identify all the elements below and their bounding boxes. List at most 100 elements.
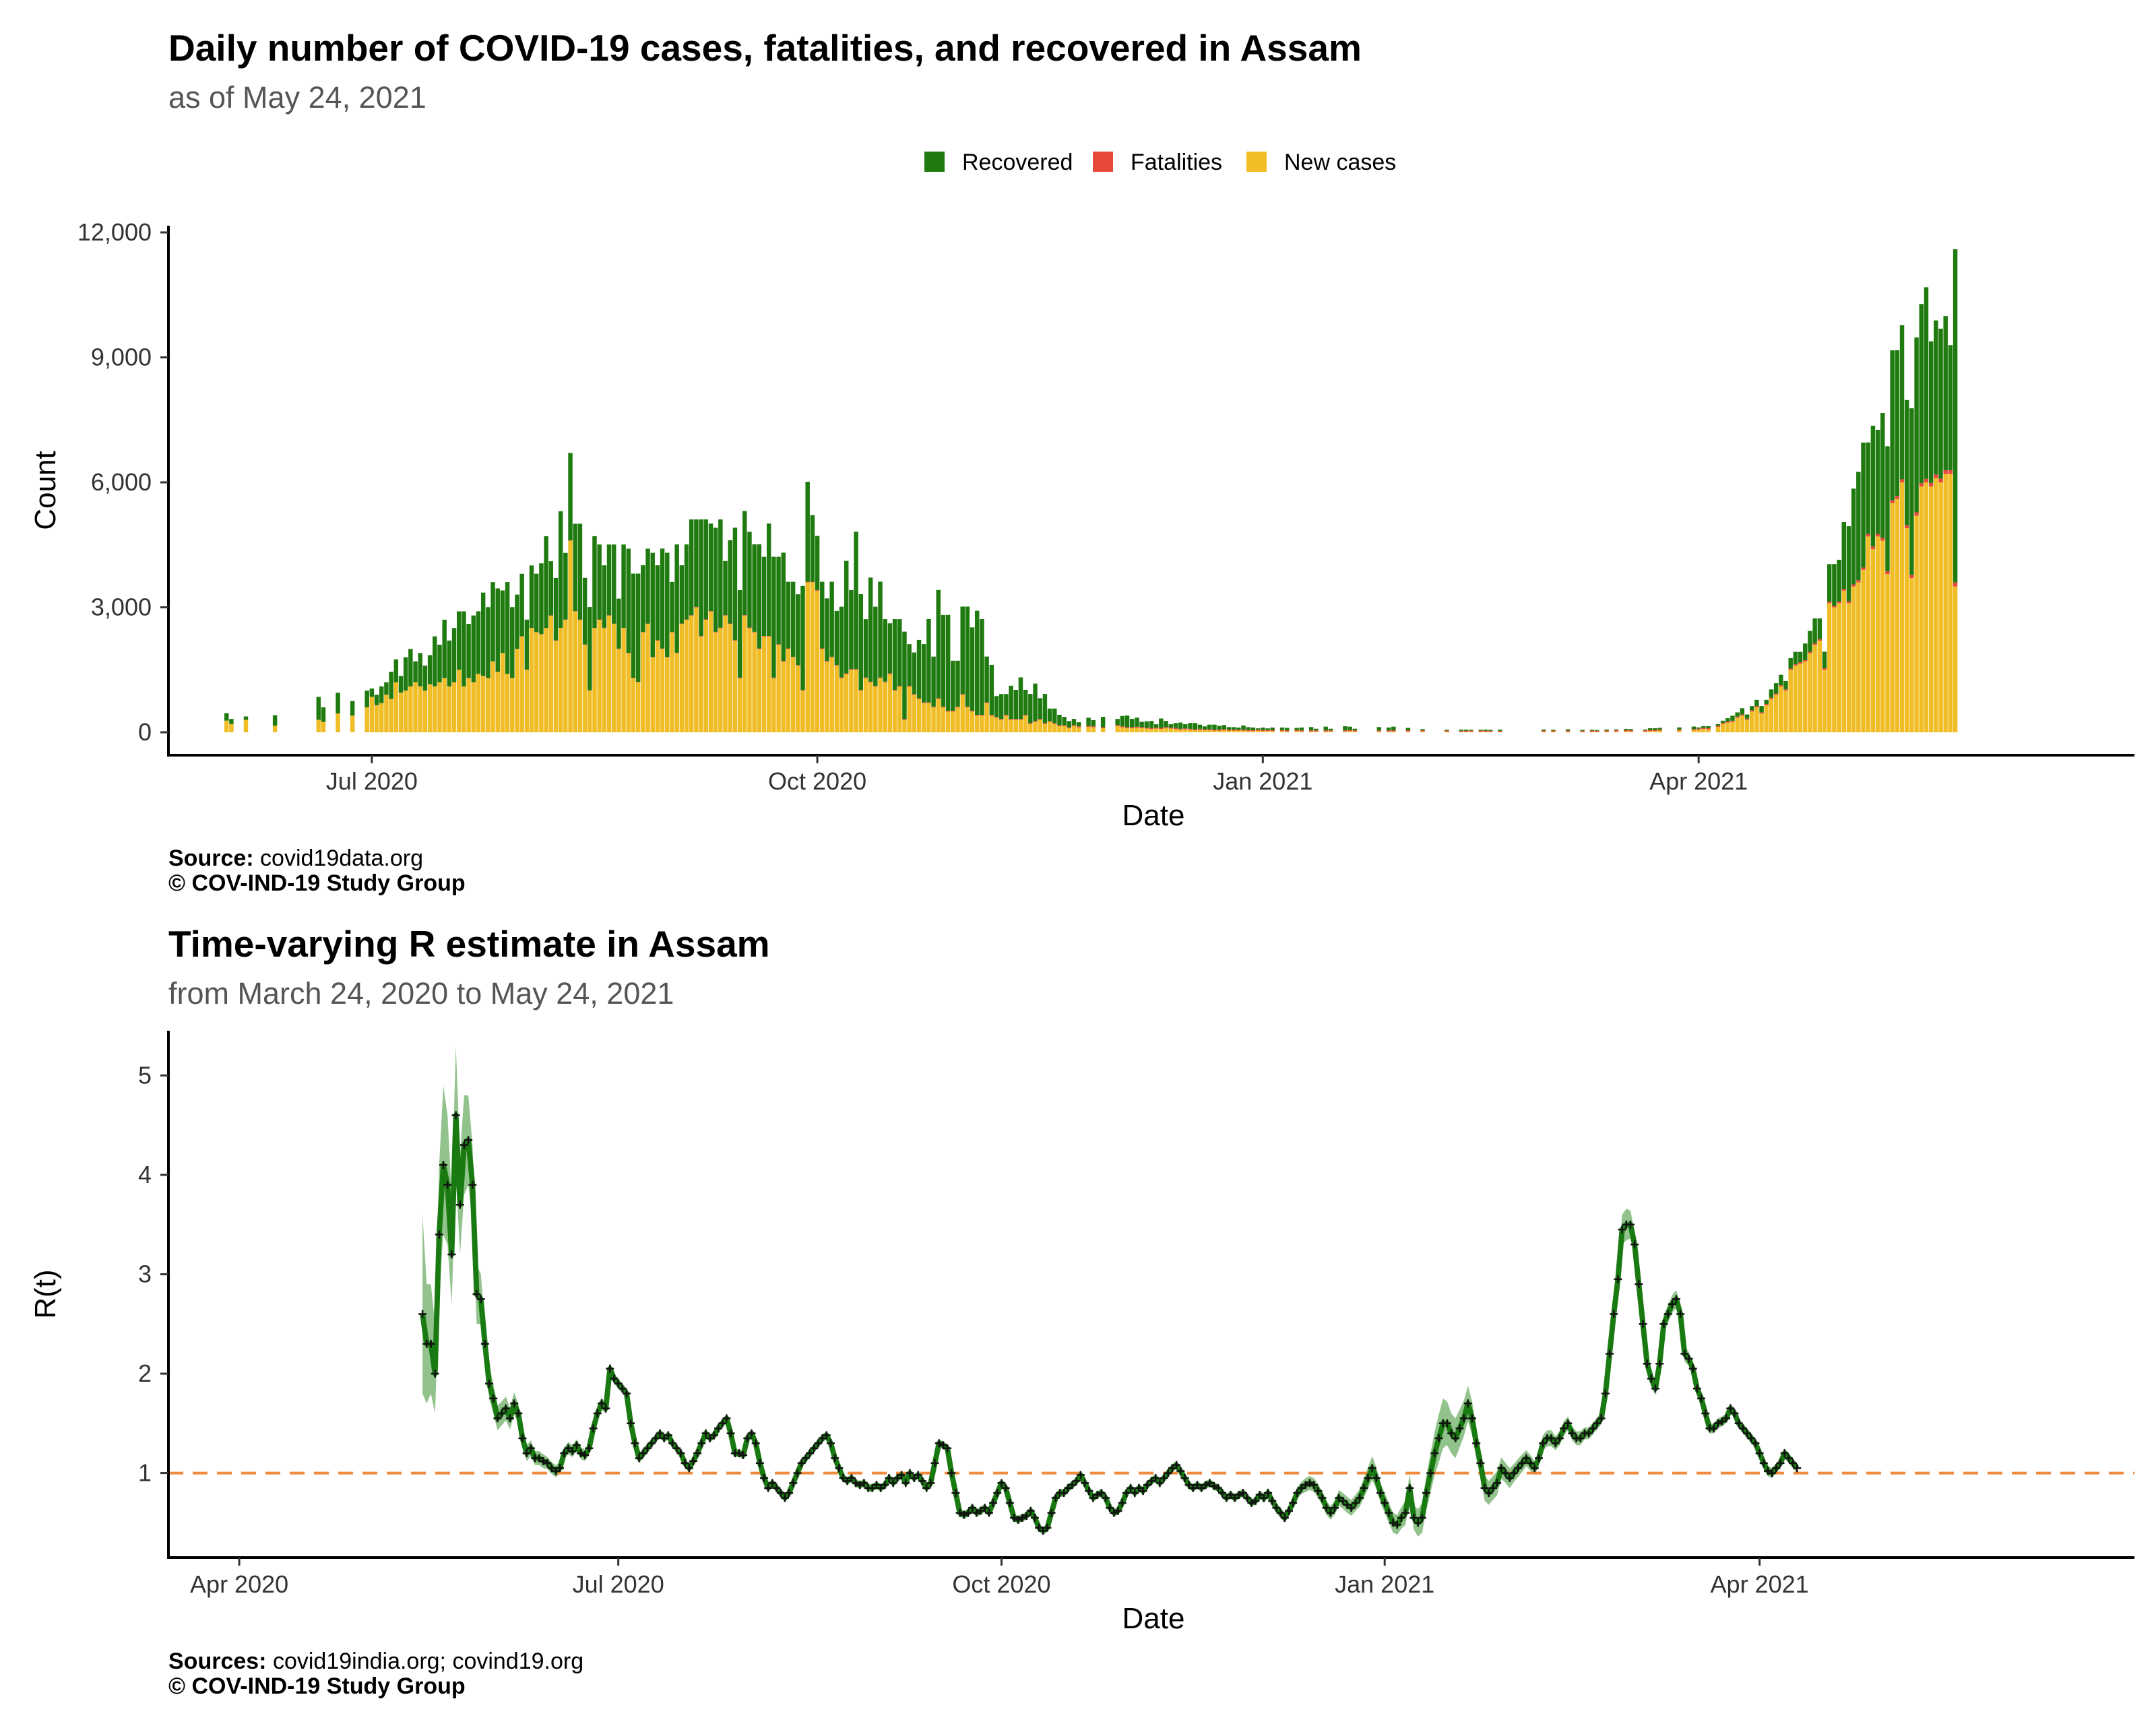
bar-recovered bbox=[1406, 728, 1410, 730]
bar-recovered bbox=[1154, 724, 1158, 728]
bar-new-cases bbox=[694, 608, 698, 733]
bar-new-cases bbox=[1062, 726, 1066, 732]
bar-fatalities bbox=[1716, 726, 1720, 727]
bar-fatalities bbox=[1788, 668, 1792, 670]
bar-recovered bbox=[399, 676, 403, 693]
bar-new-cases bbox=[1842, 591, 1846, 732]
bar-new-cases bbox=[1280, 731, 1284, 732]
bar-recovered bbox=[559, 511, 563, 628]
bar-fatalities bbox=[1614, 730, 1618, 732]
bar-recovered bbox=[1759, 706, 1763, 712]
bar-fatalities bbox=[1697, 729, 1701, 730]
bar-new-cases bbox=[583, 645, 587, 732]
bar-recovered bbox=[1353, 729, 1357, 730]
bar-new-cases bbox=[317, 719, 321, 732]
bar-fatalities bbox=[893, 690, 897, 691]
bar-recovered bbox=[1876, 430, 1880, 534]
bar-new-cases bbox=[1697, 730, 1701, 732]
bar-new-cases bbox=[931, 707, 935, 732]
bar-recovered bbox=[1604, 730, 1608, 731]
bar-recovered bbox=[1595, 730, 1599, 731]
bar-fatalities bbox=[1353, 730, 1357, 732]
bar-new-cases bbox=[224, 721, 228, 732]
bar-recovered bbox=[1871, 426, 1875, 546]
bar-recovered bbox=[820, 582, 824, 649]
bottom-x-ticks: Apr 2020 Jul 2020 Oct 2020 Jan 2021 Apr … bbox=[190, 1558, 1809, 1598]
bar-fatalities bbox=[1595, 731, 1599, 732]
bar-new-cases bbox=[544, 628, 548, 732]
bar-recovered bbox=[1464, 730, 1468, 731]
bar-fatalities bbox=[1478, 730, 1482, 732]
bar-fatalities bbox=[1139, 727, 1143, 728]
bottom-chart-title: Time-varying R estimate in Assam bbox=[168, 923, 770, 965]
bar-new-cases bbox=[1120, 728, 1124, 732]
bar-recovered bbox=[1745, 715, 1749, 719]
bar-recovered bbox=[1043, 694, 1047, 723]
bar-fatalities bbox=[912, 694, 916, 695]
bar-fatalities bbox=[1920, 483, 1924, 486]
legend-label-new-cases: New cases bbox=[1284, 150, 1396, 175]
bar-recovered bbox=[1420, 729, 1424, 730]
bar-recovered bbox=[631, 573, 635, 678]
bar-recovered bbox=[1009, 686, 1013, 719]
bar-new-cases bbox=[1125, 728, 1129, 732]
bar-recovered bbox=[829, 582, 833, 657]
bar-new-cases bbox=[501, 653, 505, 732]
bar-new-cases bbox=[1033, 722, 1037, 732]
bar-recovered bbox=[457, 611, 461, 670]
bar-fatalities bbox=[723, 615, 727, 616]
bar-recovered bbox=[1924, 287, 1928, 478]
bar-new-cases bbox=[757, 649, 761, 732]
bottom-caption-source: Sources: covid19india.org; covind19.org bbox=[168, 1649, 583, 1674]
bar-recovered bbox=[495, 588, 499, 672]
rt-confidence-ribbon bbox=[422, 1046, 1797, 1537]
bar-new-cases bbox=[1706, 730, 1710, 732]
bar-new-cases bbox=[1759, 713, 1763, 732]
bar-recovered bbox=[1324, 727, 1328, 731]
bar-recovered bbox=[1101, 717, 1105, 727]
bar-new-cases bbox=[893, 691, 897, 732]
bar-recovered bbox=[912, 653, 916, 695]
bar-recovered bbox=[907, 644, 911, 686]
bar-new-cases bbox=[1256, 731, 1260, 732]
bar-fatalities bbox=[670, 632, 674, 633]
bar-recovered bbox=[999, 694, 1003, 719]
bar-recovered bbox=[616, 599, 621, 649]
bar-recovered bbox=[767, 523, 771, 636]
bar-recovered bbox=[321, 707, 325, 722]
bar-recovered bbox=[1285, 728, 1289, 731]
bar-new-cases bbox=[999, 719, 1003, 732]
bar-new-cases bbox=[1624, 731, 1628, 732]
bar-new-cases bbox=[674, 653, 678, 732]
bar-new-cases bbox=[578, 620, 582, 732]
bar-new-cases bbox=[636, 682, 640, 732]
bar-new-cases bbox=[273, 726, 277, 732]
bar-fatalities bbox=[1251, 730, 1255, 731]
bar-fatalities bbox=[1624, 730, 1628, 732]
bar-recovered bbox=[1818, 618, 1822, 639]
bar-recovered bbox=[931, 657, 935, 707]
bar-new-cases bbox=[1653, 731, 1657, 732]
bar-recovered bbox=[229, 719, 233, 724]
bar-recovered bbox=[994, 696, 998, 717]
bar-recovered bbox=[1246, 727, 1250, 730]
bar-fatalities bbox=[800, 690, 804, 691]
bar-recovered bbox=[1803, 643, 1807, 660]
bar-new-cases bbox=[1832, 608, 1836, 733]
bar-recovered bbox=[941, 615, 945, 707]
bar-recovered bbox=[1909, 408, 1913, 575]
bar-new-cases bbox=[1677, 731, 1681, 732]
bar-recovered bbox=[370, 689, 374, 697]
bar-fatalities bbox=[1725, 722, 1730, 723]
rt-line bbox=[422, 1115, 1797, 1531]
bar-new-cases bbox=[568, 541, 572, 732]
bar-new-cases bbox=[447, 686, 451, 732]
bar-recovered bbox=[1890, 350, 1894, 501]
bar-fatalities bbox=[1391, 730, 1395, 732]
bar-recovered bbox=[1052, 709, 1056, 724]
bar-fatalities bbox=[805, 582, 809, 583]
bar-recovered bbox=[868, 577, 873, 682]
bar-recovered bbox=[563, 553, 567, 620]
bar-recovered bbox=[1261, 728, 1265, 730]
bar-fatalities bbox=[1488, 731, 1492, 732]
